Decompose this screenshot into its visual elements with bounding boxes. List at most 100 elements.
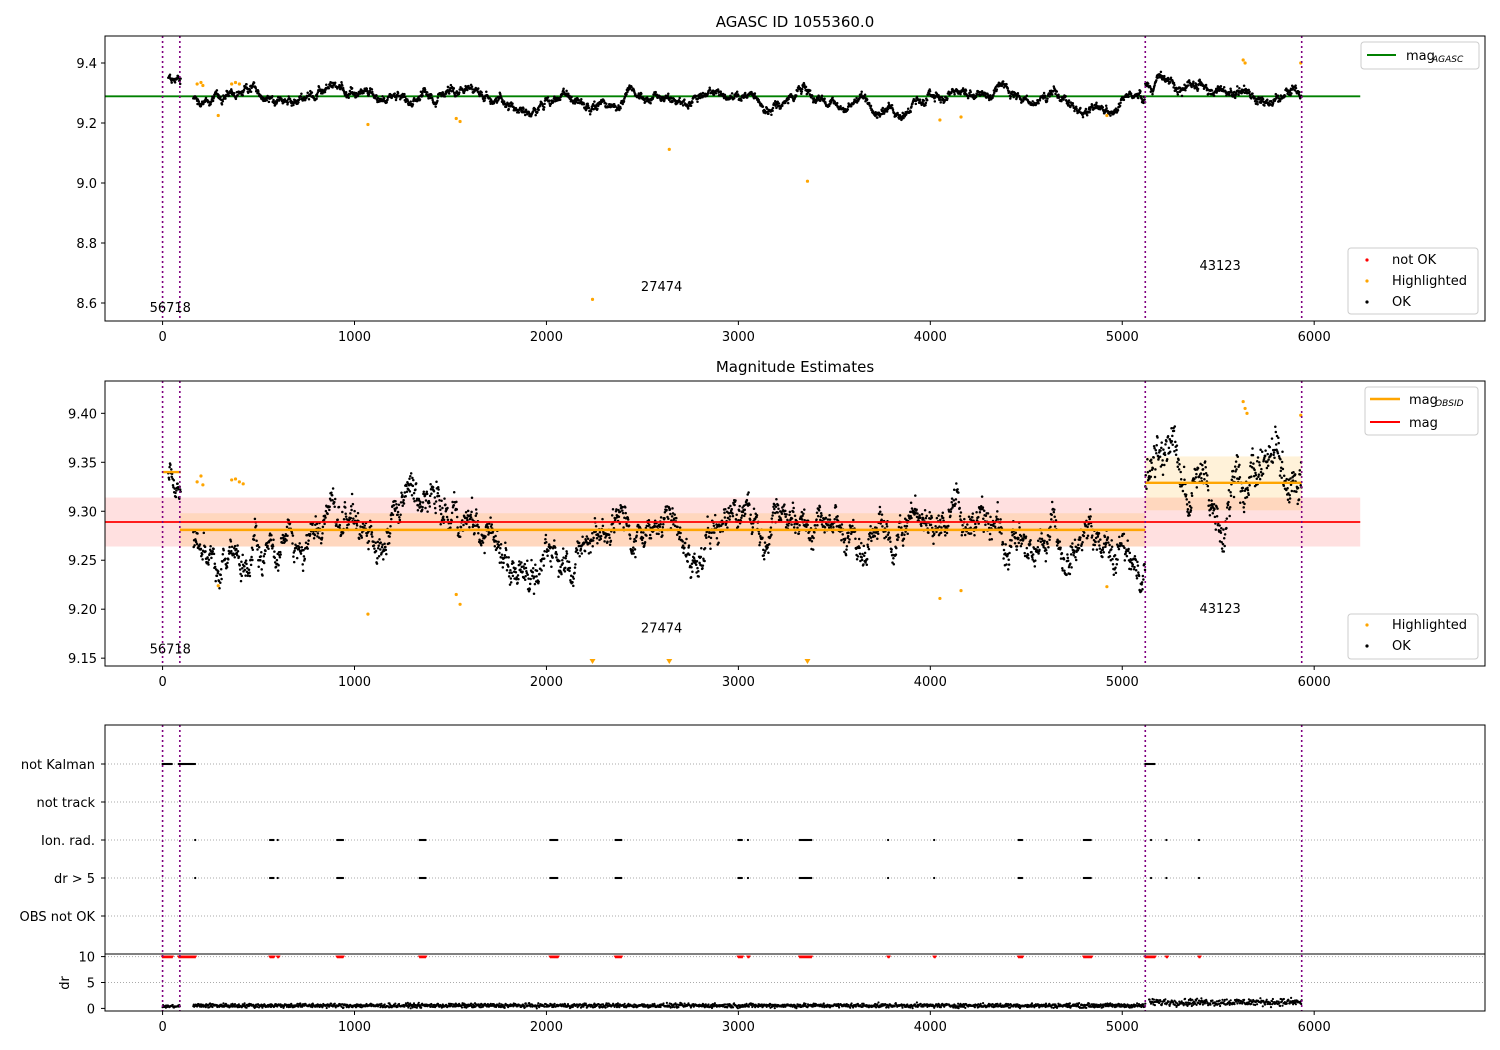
ok-point (1028, 543, 1032, 546)
ok-point (1198, 82, 1201, 85)
ok-point (245, 570, 249, 573)
ok-point (425, 490, 429, 494)
ok-point (713, 513, 717, 517)
ok-point (728, 518, 731, 521)
ok-point (845, 545, 849, 548)
ok-point (480, 91, 483, 94)
ok-point (232, 553, 236, 556)
ok-point (973, 534, 976, 537)
ok-point (558, 559, 561, 563)
ok-point (1016, 92, 1020, 95)
ok-point (1053, 508, 1056, 511)
ok-point (251, 548, 255, 552)
ok-point (1167, 78, 1170, 81)
ok-point (1058, 540, 1062, 543)
ok-point (594, 525, 598, 528)
ok-point (751, 526, 755, 529)
ok-point (350, 492, 354, 496)
ok-point (335, 523, 338, 527)
ok-point (333, 81, 337, 84)
ok-point (544, 537, 547, 541)
ok-point (898, 514, 902, 517)
ok-point (906, 107, 910, 111)
ok-point (1015, 96, 1018, 100)
ok-point (1029, 538, 1032, 542)
ok-point (437, 494, 441, 498)
highlighted-point (201, 83, 205, 88)
ok-point (591, 531, 594, 535)
ok-point (384, 548, 388, 552)
ok-point (585, 535, 589, 538)
ok-point (324, 516, 327, 519)
ok-point (1076, 549, 1080, 552)
ok-point (969, 532, 973, 535)
ok-point (227, 558, 230, 561)
ok-point (571, 581, 574, 584)
ok-point (525, 569, 528, 573)
ok-point (242, 88, 246, 92)
ok-point (250, 546, 254, 549)
ok-point (1090, 525, 1093, 528)
ok-point (591, 539, 595, 542)
ok-point (991, 96, 994, 100)
ok-point (1108, 543, 1111, 547)
ok-point (174, 495, 178, 499)
ok-point (271, 547, 274, 550)
ok-point (421, 501, 425, 504)
ok-point (285, 525, 289, 529)
ok-point (1062, 558, 1066, 561)
ok-point (785, 513, 788, 516)
ok-point (770, 113, 773, 117)
ok-point (940, 95, 944, 99)
ok-point (884, 535, 888, 539)
ok-point (521, 570, 524, 574)
ok-point (1115, 563, 1119, 566)
ok-point (711, 89, 715, 92)
ok-point (254, 524, 258, 527)
ok-point (1112, 573, 1116, 576)
ok-point (731, 514, 735, 518)
ok-point (762, 554, 766, 557)
ok-point (900, 526, 903, 529)
ok-point (243, 565, 246, 568)
ok-point (531, 571, 535, 574)
ok-point (257, 565, 260, 568)
ok-point (252, 81, 256, 85)
ok-point (1114, 566, 1117, 570)
ok-point (580, 97, 583, 101)
ok-point (499, 546, 502, 550)
ok-point (830, 100, 833, 104)
ok-point (1055, 90, 1059, 93)
ok-point (903, 533, 906, 536)
ok-point (1196, 89, 1199, 93)
ok-point (1101, 555, 1104, 559)
ok-point (370, 532, 373, 536)
ok-point (972, 93, 975, 96)
ok-point (500, 553, 504, 556)
ok-point (397, 503, 401, 507)
ok-point (841, 533, 844, 536)
ok-point (350, 508, 353, 512)
ok-point (564, 566, 567, 570)
ok-point (450, 511, 454, 515)
ok-point (474, 508, 478, 511)
ok-point (708, 542, 712, 545)
ok-point (275, 558, 279, 562)
ok-point (257, 90, 260, 93)
ok-point (251, 558, 254, 562)
ok-point (846, 534, 850, 538)
ok-point (425, 91, 429, 94)
ok-point (634, 539, 638, 543)
ok-point (939, 98, 942, 101)
ok-point (791, 501, 795, 504)
ok-point (784, 509, 787, 513)
ok-point (572, 584, 575, 588)
ok-point (1196, 87, 1200, 91)
ok-point (440, 94, 443, 98)
ok-point (779, 518, 783, 522)
ok-point (793, 514, 797, 517)
ok-point (645, 534, 648, 537)
ok-point (694, 563, 698, 566)
ok-point (649, 101, 652, 105)
ok-point (1127, 547, 1130, 551)
